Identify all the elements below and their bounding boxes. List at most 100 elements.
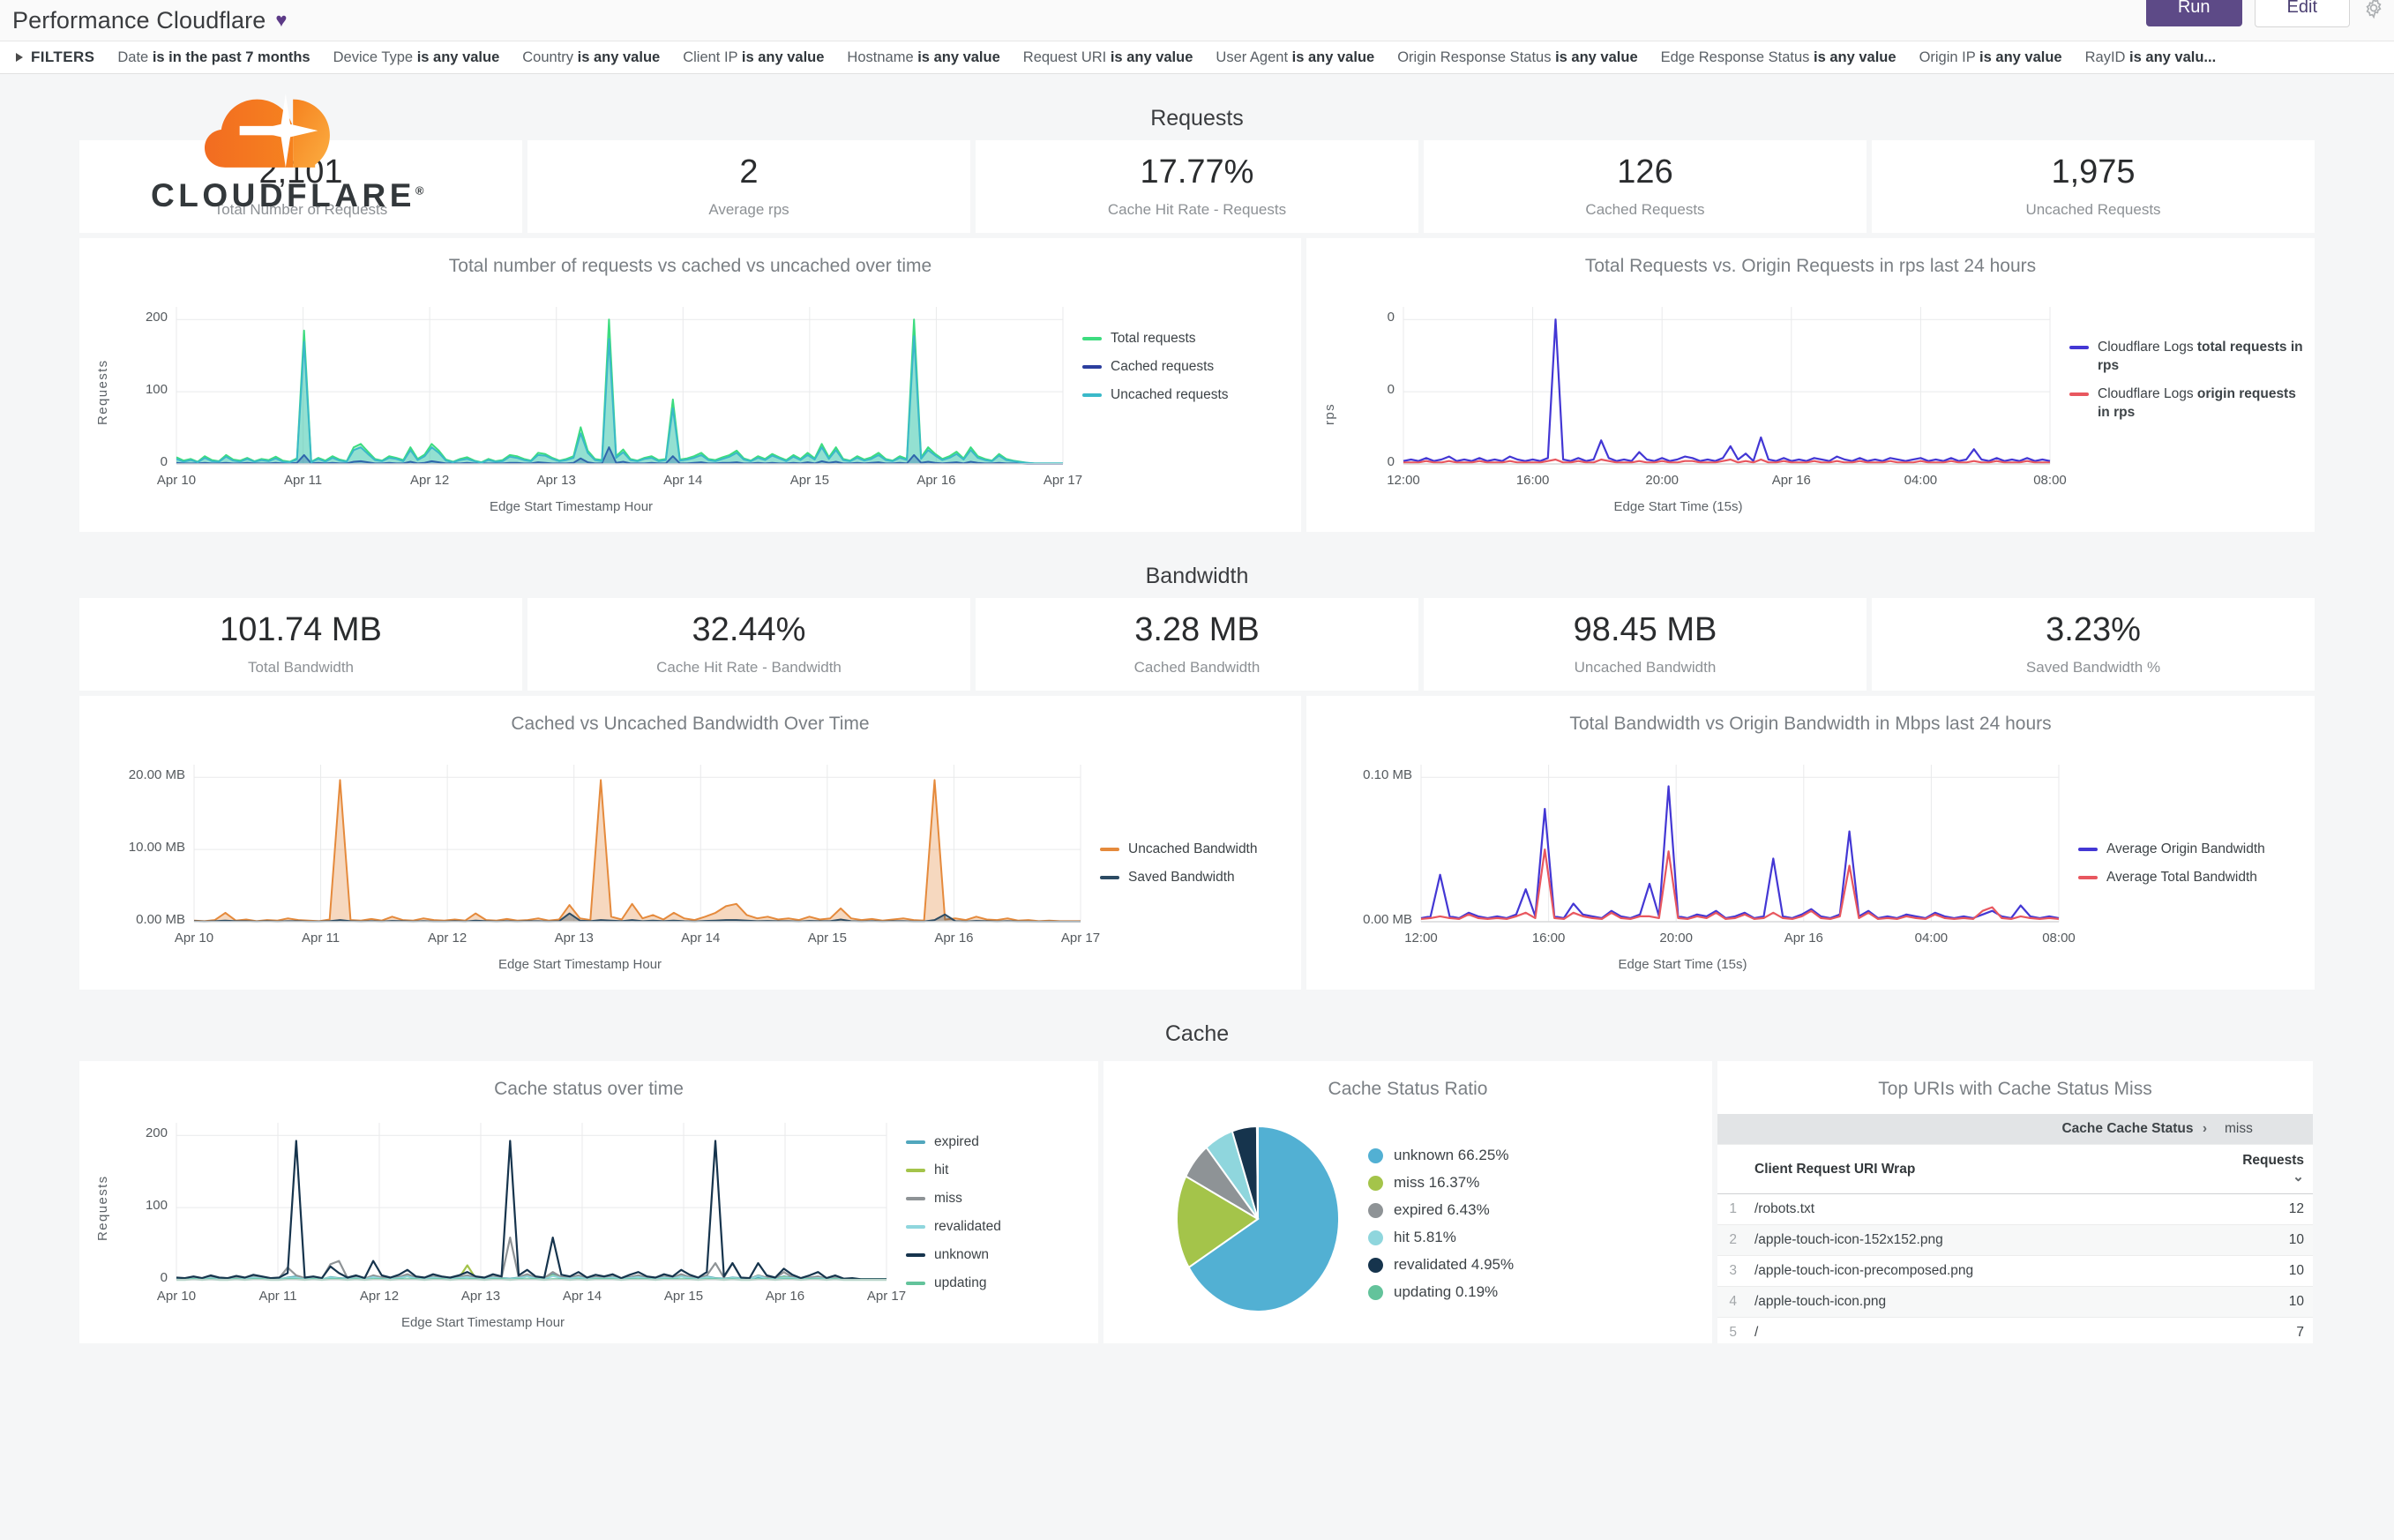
chart-legend: Average Origin Bandwidth Average Total Ba… xyxy=(2078,841,2306,897)
x-tick: Apr 12 xyxy=(410,473,450,488)
requests-chart-row: Total number of requests vs cached vs un… xyxy=(79,238,2315,532)
legend-item[interactable]: Cached requests xyxy=(1082,358,1292,377)
run-button[interactable]: Run xyxy=(2145,0,2242,26)
x-tick: Apr 16 xyxy=(1784,931,1823,946)
x-tick: Apr 10 xyxy=(156,473,197,488)
legend-swatch xyxy=(1082,392,1102,397)
filter-origin-ip[interactable]: Origin IP is any value xyxy=(1919,49,2062,65)
legend-item[interactable]: unknown 66.25% xyxy=(1368,1146,1514,1166)
legend-item[interactable]: Cloudflare Logs origin requests in rps xyxy=(2069,385,2306,422)
filter-edge-response-status[interactable]: Edge Response Status is any value xyxy=(1660,49,1896,65)
legend-item[interactable]: expired xyxy=(906,1133,1089,1152)
chart-legend: Uncached Bandwidth Saved Bandwidth xyxy=(1100,841,1292,897)
chart-cache-status-over-time[interactable]: Cache status over time 0 100 200 Apr 10 Apr … xyxy=(79,1061,1098,1343)
filter-date[interactable]: Date is in the past 7 months xyxy=(117,49,310,65)
legend-item[interactable]: updating 0.19% xyxy=(1368,1282,1514,1303)
heart-icon[interactable]: ♥ xyxy=(275,9,288,31)
legend-item[interactable]: Total requests xyxy=(1082,330,1292,348)
legend-label: expired 6.43% xyxy=(1394,1200,1490,1218)
legend-label: hit 5.81% xyxy=(1394,1228,1456,1245)
pie-slice[interactable] xyxy=(1175,1175,1260,1269)
filter-country[interactable]: Country is any value xyxy=(522,49,661,65)
kpi-average-rps[interactable]: 2 Average rps xyxy=(527,140,970,233)
chart-plot-area xyxy=(176,307,1064,465)
filters-toggle[interactable]: FILTERS xyxy=(16,49,94,66)
chart-cache-status-ratio[interactable]: Cache Status Ratio unknown 66.25% miss 16… xyxy=(1103,1061,1712,1343)
table-row[interactable]: 2 /apple-touch-icon-152x152.png 10 xyxy=(1717,1224,2313,1256)
legend-swatch xyxy=(1082,337,1102,340)
kpi-cached-requests[interactable]: 126 Cached Requests xyxy=(1424,140,1867,233)
legend-label: revalidated 4.95% xyxy=(1394,1255,1515,1273)
legend-item[interactable]: hit 5.81% xyxy=(1368,1228,1514,1248)
legend-item[interactable]: Saved Bandwidth xyxy=(1100,869,1292,887)
filter-hostname[interactable]: Hostname is any value xyxy=(847,49,1000,65)
table-row[interactable]: 1 /robots.txt 12 xyxy=(1717,1193,2313,1225)
y-tick: 200 xyxy=(145,1125,168,1141)
filter-user-agent[interactable]: User Agent is any value xyxy=(1216,49,1375,65)
legend-item[interactable]: revalidated xyxy=(906,1218,1089,1237)
legend-item[interactable]: Average Total Bandwidth xyxy=(2078,869,2306,887)
table-top-uris-cache-miss[interactable]: Top URIs with Cache Status Miss Cache Ca… xyxy=(1717,1061,2313,1343)
legend-item[interactable]: Average Origin Bandwidth xyxy=(2078,841,2306,859)
table-row[interactable]: 5 / 7 xyxy=(1717,1317,2313,1343)
x-tick: Apr 17 xyxy=(866,1289,907,1304)
pie-slice[interactable] xyxy=(1255,1125,1259,1220)
chart-requests-over-time[interactable]: Total number of requests vs cached vs un… xyxy=(79,238,1301,532)
column-header-uri[interactable]: Client Request URI Wrap xyxy=(1746,1144,2216,1194)
x-tick: Apr 14 xyxy=(663,473,703,488)
y-tick: 0 xyxy=(1387,310,1395,325)
chart-legend: expired hit miss revalidated unknown updating xyxy=(906,1133,1089,1303)
table-row[interactable]: 4 /apple-touch-icon.png 10 xyxy=(1717,1286,2313,1318)
legend-label: miss 16.37% xyxy=(1394,1173,1480,1191)
kpi-uncached-requests[interactable]: 1,975 Uncached Requests xyxy=(1872,140,2315,233)
legend-item[interactable]: miss 16.37% xyxy=(1368,1173,1514,1193)
legend-label: miss xyxy=(934,1190,962,1206)
filter-request-uri[interactable]: Request URI is any value xyxy=(1022,49,1193,65)
legend-label: Cloudflare Logs origin requests in rps xyxy=(2098,385,2296,420)
legend-item[interactable]: expired 6.43% xyxy=(1368,1200,1514,1221)
filter-origin-response-status[interactable]: Origin Response Status is any value xyxy=(1397,49,1638,65)
kpi-uncached-bandwidth[interactable]: 98.45 MB Uncached Bandwidth xyxy=(1424,598,1867,691)
legend-item[interactable]: Uncached requests xyxy=(1082,386,1292,405)
legend-swatch xyxy=(2078,875,2098,879)
legend-item[interactable]: unknown xyxy=(906,1246,1089,1265)
legend-swatch xyxy=(1100,875,1119,879)
y-tick: 20.00 MB xyxy=(128,767,185,783)
column-header-requests[interactable]: Requests ⌄ xyxy=(2216,1144,2313,1194)
legend-swatch xyxy=(906,1140,925,1144)
edit-button[interactable]: Edit xyxy=(2254,0,2350,27)
top-bar-actions: Run Edit xyxy=(2145,0,2385,27)
table-row[interactable]: 3 /apple-touch-icon-precomposed.png 10 xyxy=(1717,1255,2313,1287)
top-uris-table: Cache Cache Status › miss Client Request… xyxy=(1717,1114,2313,1343)
kpi-cached-bandwidth[interactable]: 3.28 MB Cached Bandwidth xyxy=(976,598,1418,691)
kpi-cache-hit-rate-requests[interactable]: 17.77% Cache Hit Rate - Requests xyxy=(976,140,1418,233)
legend-label: expired xyxy=(934,1134,979,1149)
legend-item[interactable]: Uncached Bandwidth xyxy=(1100,841,1292,859)
chart-total-vs-origin-bandwidth[interactable]: Total Bandwidth vs Origin Bandwidth in M… xyxy=(1306,696,2315,990)
legend-swatch xyxy=(2069,346,2089,349)
legend-item[interactable]: updating xyxy=(906,1275,1089,1293)
filter-device-type[interactable]: Device Type is any value xyxy=(333,49,500,65)
chart-requests-vs-origin-rps[interactable]: Total Requests vs. Origin Requests in rp… xyxy=(1306,238,2315,532)
x-tick: Apr 14 xyxy=(681,931,721,946)
x-tick: Apr 17 xyxy=(1043,473,1083,488)
legend-label: Cloudflare Logs total requests in rps xyxy=(2098,340,2303,373)
y-tick: 100 xyxy=(145,1198,168,1214)
kpi-saved-bandwidth-pct[interactable]: 3.23% Saved Bandwidth % xyxy=(1872,598,2315,691)
legend-label: Cached requests xyxy=(1111,358,1215,374)
kpi-cache-hit-rate-bandwidth[interactable]: 32.44% Cache Hit Rate - Bandwidth xyxy=(527,598,970,691)
legend-swatch xyxy=(2078,848,2098,851)
legend-item[interactable]: revalidated 4.95% xyxy=(1368,1255,1514,1275)
y-tick: 0.00 MB xyxy=(1363,912,1412,927)
pie-slice[interactable] xyxy=(1187,1125,1340,1312)
legend-item[interactable]: Cloudflare Logs total requests in rps xyxy=(2069,339,2306,376)
legend-item[interactable]: miss xyxy=(906,1190,1089,1208)
x-tick: Apr 10 xyxy=(174,931,214,946)
gear-icon[interactable] xyxy=(2362,0,2385,19)
filter-rayid[interactable]: RayID is any valu... xyxy=(2084,49,2217,65)
chart-cached-vs-uncached-bandwidth[interactable]: Cached vs Uncached Bandwidth Over Time 0… xyxy=(79,696,1301,990)
kpi-total-bandwidth[interactable]: 101.74 MB Total Bandwidth xyxy=(79,598,522,691)
filter-client-ip[interactable]: Client IP is any value xyxy=(683,49,825,65)
legend-item[interactable]: hit xyxy=(906,1162,1089,1180)
table-header-row: Client Request URI Wrap Requests ⌄ xyxy=(1717,1144,2313,1194)
